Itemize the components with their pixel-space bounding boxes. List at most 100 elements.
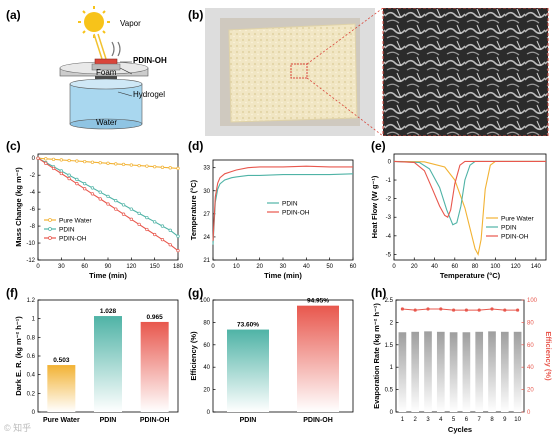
x-tick-label: 120 [511,264,522,270]
legend-label: Pure Water [501,215,534,222]
efficiency-point [400,307,404,311]
x-tick-label: 60 [350,264,357,270]
data-point [83,159,87,164]
y-tick-label: -12 [26,258,35,264]
bar [513,331,522,412]
x-tick-label: 60 [451,264,458,270]
sem-image [382,8,549,136]
y-tick-label: 40 [203,365,210,371]
label-pdin-oh: PDIN-OH [133,56,167,65]
x-category-label: 5 [452,417,456,423]
bar-value-label: 94.95% [307,298,329,305]
data-point [153,220,157,224]
data-point [168,228,172,232]
efficiency-point [452,308,456,312]
legend-label: PDIN [282,200,298,207]
x-tick-label: 100 [490,264,501,270]
data-point [176,166,180,171]
legend-label: Pure Water [59,217,92,224]
y-tick-label: 0.5 [385,388,394,394]
y-axis-label: Efficiency (%) [189,331,198,381]
label-vapor: Vapor [120,19,141,28]
y2-tick-label: 0 [527,410,531,416]
chart-dark-er: 0 0.2 0.4 0.6 0.8 1 1.2 Dark E. R. (kg m⁻² h⁻¹)… [14,298,179,424]
x-tick-label: 90 [105,264,112,270]
data-point [59,158,63,162]
chart-heat-flow: 0 20 40 60 80 100 120 140 0 -1 -2 -3 -4 -5 Temperature… [370,153,547,280]
data-point [160,224,165,228]
y-tick-label: -4 [30,190,36,196]
chart-cycles: 0 0.5 1 1.5 2 2.5 0 20 40 60 80 100 Evaporation Rate… [372,298,553,434]
data-point [106,202,110,206]
vapor-arrows [111,41,121,57]
x-tick-label: 180 [173,264,184,270]
legend-label: PDIN-OH [501,233,529,240]
bar [47,365,76,412]
efficiency-point [503,308,507,312]
y-tick-label: -4 [386,234,392,240]
x-tick-label: 0 [392,264,396,270]
panel-letter-c: (c) [6,139,21,153]
bar [297,305,339,412]
panel-letter-g: (g) [188,286,204,300]
sun-icon [78,6,110,38]
y-tick-label: -1 [386,178,392,184]
bar [94,316,122,412]
data-point [121,212,126,216]
y2-tick-label: 60 [527,343,534,349]
panel-letter-b: (b) [188,8,204,22]
data-point [59,171,63,176]
x-category-label: 8 [490,417,494,423]
data-point [145,164,149,168]
y-tick-label: 60 [203,343,210,349]
x-category-label: 7 [478,417,482,423]
data-point [129,163,133,167]
label-water: Water [96,118,118,127]
data-point [44,161,48,165]
bar [424,331,432,412]
data-point [121,203,126,207]
bar [462,332,471,412]
legend-label: PDIN-OH [282,209,310,216]
bar [475,331,484,412]
y-tick-label: 2 [390,320,394,326]
panel-letter-f: (f) [6,286,18,300]
efficiency-point [439,307,443,311]
bar-value-label: 1.028 [100,308,117,315]
y-tick-label: 21 [203,258,210,264]
y-axis-label: Dark E. R. (kg m⁻² h⁻¹) [14,316,23,396]
x-category-label: PDIN-OH [303,417,333,424]
data-point [44,157,48,161]
y-tick-label: 20 [203,388,210,394]
y-tick-label: 1.5 [385,343,394,349]
panel-letter-d: (d) [188,139,204,153]
y-tick-label: 0 [207,410,211,416]
data-point [75,182,79,186]
data-point [67,158,71,163]
data-point [98,190,102,194]
efficiency-point [426,307,430,311]
y-axis-label: Evaporation Rate (kg m⁻² h⁻¹) [372,303,381,409]
data-point [137,163,141,168]
efficiency-point [464,308,468,312]
y-axis-label: Mass Change (kg m⁻²) [14,167,23,247]
panel-letter-e: (e) [371,139,386,153]
x-category-label: PDIN-OH [140,417,170,424]
data-point [176,234,180,238]
y-tick-label: 0.6 [27,354,36,360]
data-point [83,187,87,191]
foam-photo [228,23,358,123]
label-foam: Foam [96,68,117,77]
x-category-label: 1 [401,417,405,423]
foam-photos [205,8,549,136]
water-container [69,83,143,125]
data-point [90,186,95,190]
y-tick-label: 27 [203,212,210,218]
y-tick-label: 0 [32,156,36,162]
data-point [176,249,180,253]
x-category-label: 10 [514,417,521,423]
x-tick-label: 40 [303,264,310,270]
bar-value-label: 0.503 [53,357,70,364]
data-point [98,161,102,165]
panel-letter-a: (a) [6,8,21,22]
